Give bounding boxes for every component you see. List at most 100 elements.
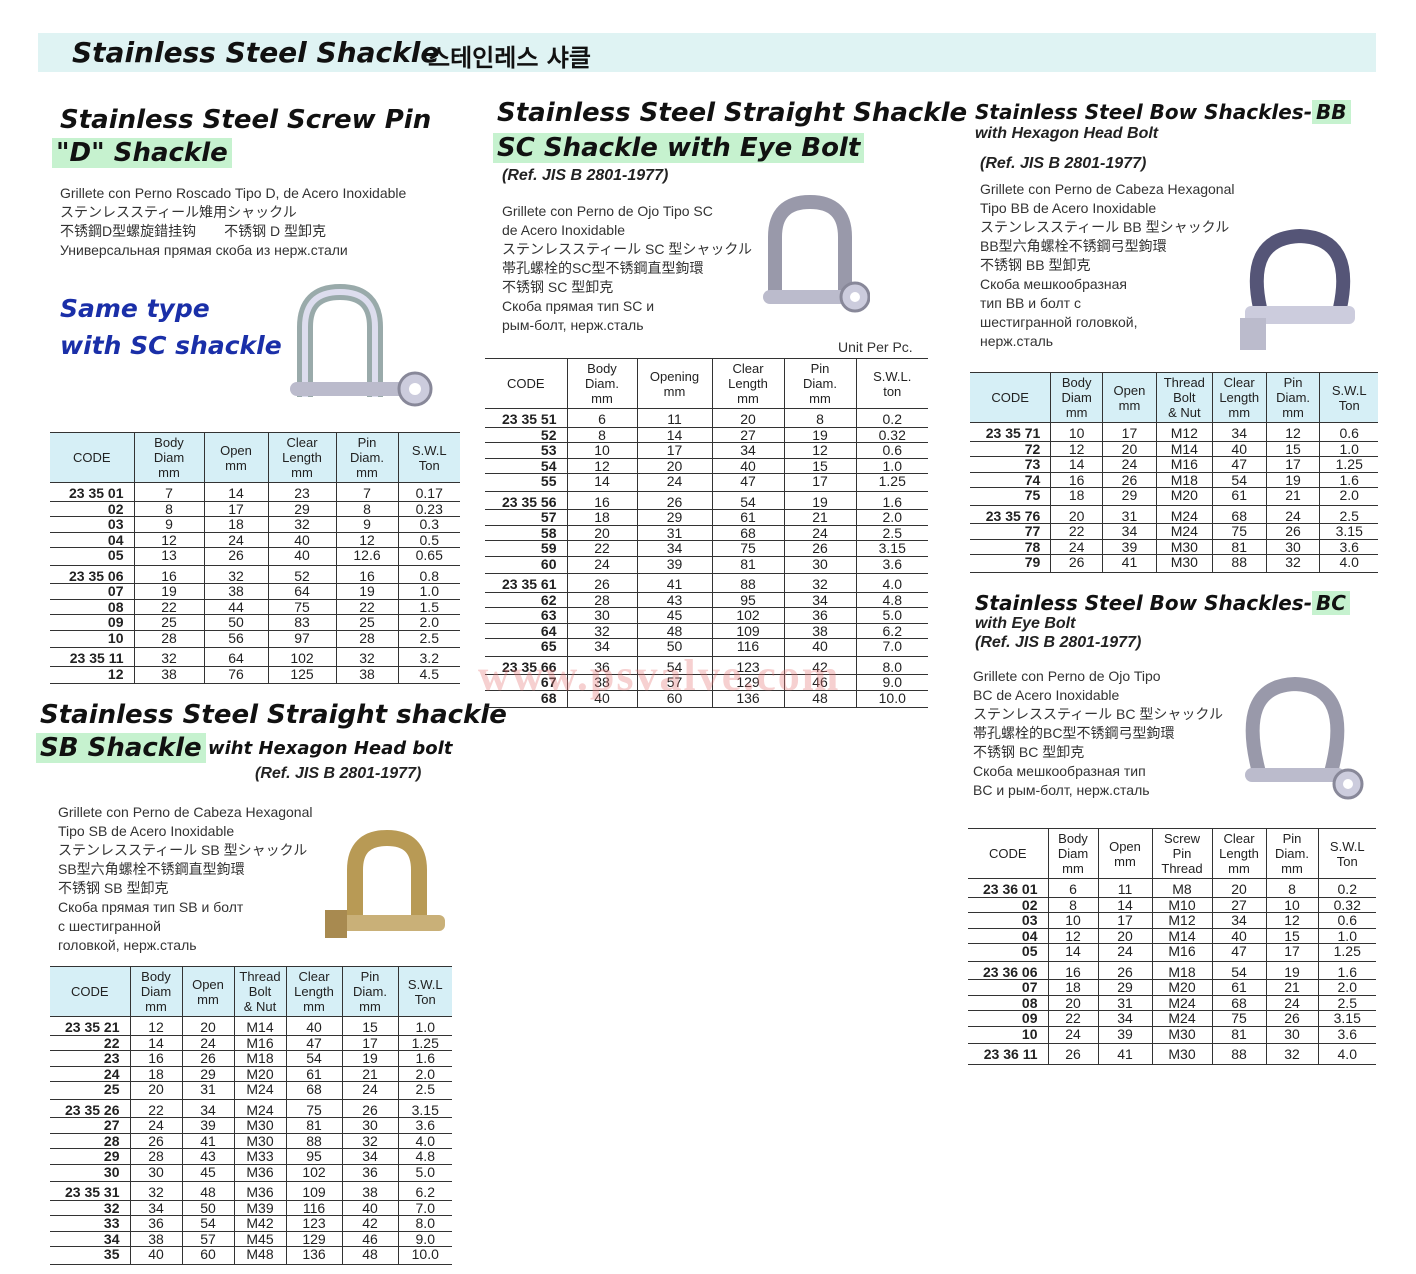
table-row: 62 28 43 95 34 4.8 <box>485 592 928 608</box>
value-cell: 40 <box>711 458 784 474</box>
code-cell: 23 35 71 <box>970 422 1051 442</box>
value-cell: 31 <box>181 1081 234 1100</box>
value-cell: 75 <box>711 540 784 557</box>
value-cell: 14 <box>1097 897 1152 913</box>
value-cell: 14 <box>1050 456 1103 473</box>
value-cell: 25 <box>335 614 398 631</box>
table-row: 10 24 39 M30 81 30 3.6 <box>968 1026 1376 1044</box>
value-cell: M24 <box>1151 1010 1212 1027</box>
value-cell: 21 <box>341 1066 398 1082</box>
value-cell: 2.5 <box>397 630 460 648</box>
table-row: 32 34 50 M39 116 40 7.0 <box>50 1200 452 1216</box>
value-cell: 8.0 <box>397 1215 452 1232</box>
value-cell: 6.2 <box>855 623 928 639</box>
desc-line: 不锈钢 SB 型卸克 <box>58 880 169 896</box>
table-header-row: CODE Body Diam mm Open mm Thread Bolt & Nut Clear… <box>970 372 1378 423</box>
value-cell: M30 <box>1155 554 1213 573</box>
bb-shackle-subtitle: with Hexagon Head Bolt <box>975 125 1159 142</box>
value-cell: 81 <box>1211 539 1267 555</box>
table-row: 23 35 21 12 20 M14 40 15 1.0 <box>50 1016 452 1036</box>
value-cell: 125 <box>267 666 336 684</box>
value-cell: 10 <box>1047 912 1098 929</box>
column-header: Open mm <box>1102 372 1157 423</box>
value-cell: 0.6 <box>1319 422 1378 442</box>
bc-shackle-image <box>1245 676 1364 800</box>
table-row: 64 32 48 109 38 6.2 <box>485 623 928 639</box>
value-cell: 16 <box>129 1050 182 1067</box>
value-cell: 18 <box>129 1066 182 1082</box>
value-cell: 75 <box>1211 1010 1266 1027</box>
desc-line: шестигранной головкой, <box>980 314 1138 330</box>
value-cell: 24 <box>203 532 268 548</box>
value-cell: 38 <box>783 623 856 639</box>
value-cell: 81 <box>711 556 784 574</box>
value-cell: 22 <box>335 599 398 615</box>
value-cell: 26 <box>1050 554 1103 573</box>
value-cell: 2.5 <box>397 1081 452 1100</box>
desc-line: 不锈鋼D型螺旋錯挂钩 不锈钢 D 型卸克 <box>60 223 326 239</box>
sb-shackle-subtitle: SB Shackle <box>36 733 206 763</box>
sc-shackle-ref: (Ref. JIS B 2801-1977) <box>502 167 669 184</box>
table-header-row: CODE Body Diam mm Open mm Screw Pin Thread Clear L… <box>968 828 1376 879</box>
value-cell: 17 <box>1265 943 1318 962</box>
sb-shackle-title: Stainless Steel Straight shackle <box>40 700 507 730</box>
table-row: 23 35 01 7 14 23 7 0.17 <box>50 482 460 502</box>
table-header-row: CODE Body Diam. mm Opening mm Clear Length mm Pin… <box>485 358 928 409</box>
column-header: Opening mm <box>636 358 712 409</box>
code-cell: 25 <box>50 1081 130 1100</box>
code-cell: 23 36 01 <box>968 878 1048 898</box>
value-cell: 4.8 <box>397 1148 452 1165</box>
code-cell: 12 <box>50 666 134 684</box>
table-row: 23 36 01 6 11 M8 20 8 0.2 <box>968 878 1376 898</box>
value-cell: 6 <box>566 408 637 428</box>
column-header: Thread Bolt & Nut <box>233 966 286 1017</box>
column-header: CODE <box>968 828 1048 879</box>
bc-shackle-title: Stainless Steel Bow Shackles- BC <box>975 591 1350 615</box>
value-cell: M42 <box>233 1215 286 1232</box>
table-row: 09 22 34 M24 75 26 3.15 <box>968 1010 1376 1027</box>
code-cell: 10 <box>968 1026 1048 1044</box>
column-header: CODE <box>50 966 130 1017</box>
value-cell: 0.3 <box>397 516 460 533</box>
value-cell: 34 <box>636 540 712 557</box>
d-shackle-subtitle: "D" Shackle <box>52 138 232 168</box>
value-cell: 12 <box>133 532 204 548</box>
code-cell: 23 35 21 <box>50 1016 130 1036</box>
column-header: Clear Length mm <box>1211 372 1267 423</box>
table-row: 63 30 45 102 36 5.0 <box>485 607 928 624</box>
code-cell: 23 35 56 <box>485 491 567 510</box>
value-cell: 1.6 <box>397 1050 452 1067</box>
value-cell: 34 <box>129 1200 182 1216</box>
value-cell: M24 <box>1151 995 1212 1011</box>
row-group: 23 35 71 10 17 M12 34 12 0.6 72 12 20 M14 40 15 1.0 73… <box>970 422 1378 506</box>
code-cell: 72 <box>970 441 1051 457</box>
value-cell: 36 <box>341 1164 398 1182</box>
value-cell: 30 <box>341 1117 398 1134</box>
value-cell: 34 <box>1102 523 1157 540</box>
value-cell: 36 <box>783 607 856 624</box>
value-cell: 30 <box>783 556 856 574</box>
value-cell: 20 <box>181 1016 234 1036</box>
value-cell: M45 <box>233 1231 286 1247</box>
value-cell: 17 <box>783 473 856 492</box>
value-cell: 40 <box>285 1016 342 1036</box>
value-cell: 0.2 <box>1317 878 1376 898</box>
bc-shackle-desc: Grillete con Perno de Ojo Tipo BC de Acer… <box>973 666 1223 799</box>
value-cell: 0.5 <box>397 532 460 548</box>
value-cell: 88 <box>285 1133 342 1149</box>
value-cell: 19 <box>1265 961 1318 980</box>
code-cell: 75 <box>970 487 1051 506</box>
value-cell: M33 <box>233 1148 286 1165</box>
value-cell: 40 <box>341 1200 398 1216</box>
value-cell: 40 <box>267 532 336 548</box>
value-cell: 54 <box>711 491 784 510</box>
value-cell: 48 <box>341 1246 398 1265</box>
bc-label: BC <box>1312 591 1350 615</box>
sb-shackle-bolt-note: wiht Hexagon Head bolt <box>208 738 453 759</box>
value-cell: M18 <box>1155 472 1213 488</box>
value-cell: 40 <box>1211 928 1266 944</box>
code-cell: 23 35 76 <box>970 505 1051 524</box>
value-cell: 1.25 <box>1319 456 1378 473</box>
value-cell: 9 <box>133 516 204 533</box>
value-cell: 136 <box>711 690 784 708</box>
